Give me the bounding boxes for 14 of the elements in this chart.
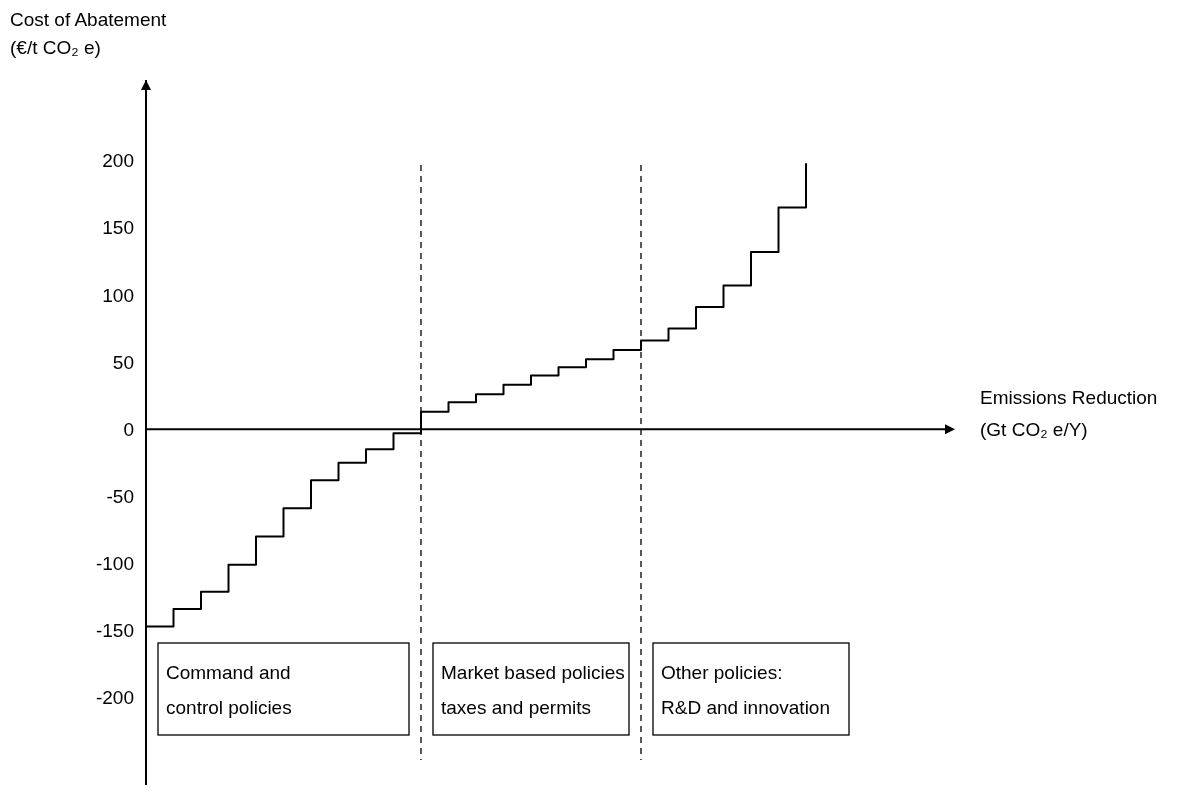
y-tick-label: -50 [106, 485, 134, 507]
y-tick-label: -100 [95, 553, 134, 575]
y-tick-label: 100 [102, 284, 134, 306]
annotation: Market based policies taxes and permits [441, 662, 625, 718]
annotation: Other policies: R&D and innovation [661, 662, 830, 718]
y-tick-label: 0 [123, 418, 134, 440]
annotation: Command and control policies [166, 662, 292, 718]
y-tick-label: 50 [112, 351, 134, 373]
text: Emissions Reduction (Gt CO₂ e/Y) [980, 387, 1158, 440]
y-tick-label: 200 [102, 150, 134, 172]
y-tick-label: -200 [95, 687, 134, 709]
y-axis-title: Cost of Abatement (€/t CO₂ e) [10, 9, 168, 58]
y-tick-label: -150 [95, 620, 134, 642]
y-tick-label: 150 [102, 217, 134, 239]
